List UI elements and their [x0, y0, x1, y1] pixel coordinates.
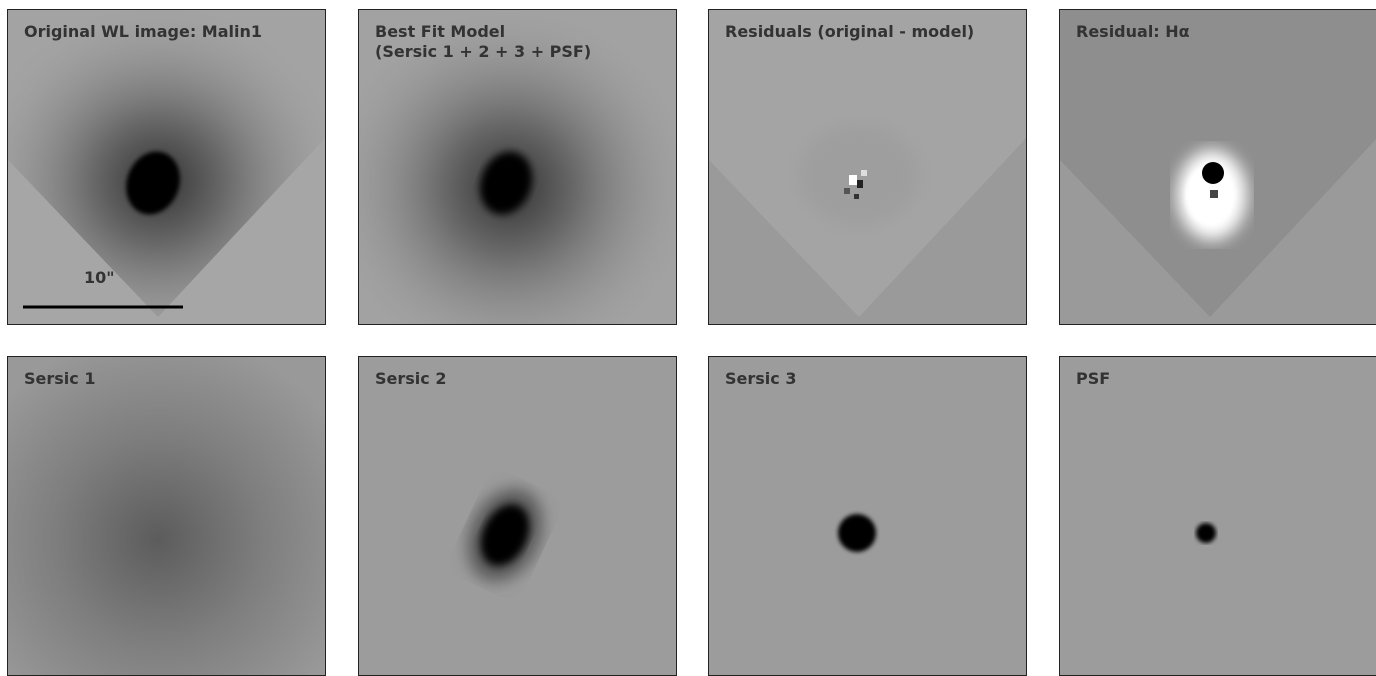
panel-title: Sersic 1 — [24, 369, 95, 389]
panel: Sersic 1 — [7, 356, 326, 676]
scale-label: 10" — [84, 268, 115, 288]
image — [359, 357, 677, 676]
panel: PSF — [1059, 356, 1376, 676]
panel-title: Best Fit Model(Sersic 1 + 2 + 3 + PSF) — [375, 22, 591, 62]
panel-title: Sersic 2 — [375, 369, 446, 389]
panel-title: Sersic 3 — [725, 369, 796, 389]
panel: Original WL image: Malin1 10" — [7, 9, 326, 325]
panel-title: Residuals (original - model) — [725, 22, 974, 42]
image — [709, 10, 1027, 325]
panel: Sersic 2 — [358, 356, 677, 676]
image — [1060, 10, 1376, 325]
image — [709, 357, 1027, 676]
subtitle: (Sersic 1 + 2 + 3 + PSF) — [375, 42, 591, 61]
figure: Original WL image: Malin1 10" Best Fit M… — [0, 0, 1376, 668]
title-line: Best Fit Model — [375, 22, 505, 41]
image — [1060, 357, 1376, 676]
panel: Residuals (original - model) — [708, 9, 1027, 325]
panel: Sersic 3 — [708, 356, 1027, 676]
image — [8, 357, 326, 676]
image — [8, 10, 326, 325]
panel-title: PSF — [1076, 369, 1110, 389]
panel: Best Fit Model(Sersic 1 + 2 + 3 + PSF) — [358, 9, 677, 325]
panel-title: Original WL image: Malin1 — [24, 22, 262, 42]
panel-title: Residual: Hα — [1076, 22, 1190, 42]
panel: Residual: Hα — [1059, 9, 1376, 325]
